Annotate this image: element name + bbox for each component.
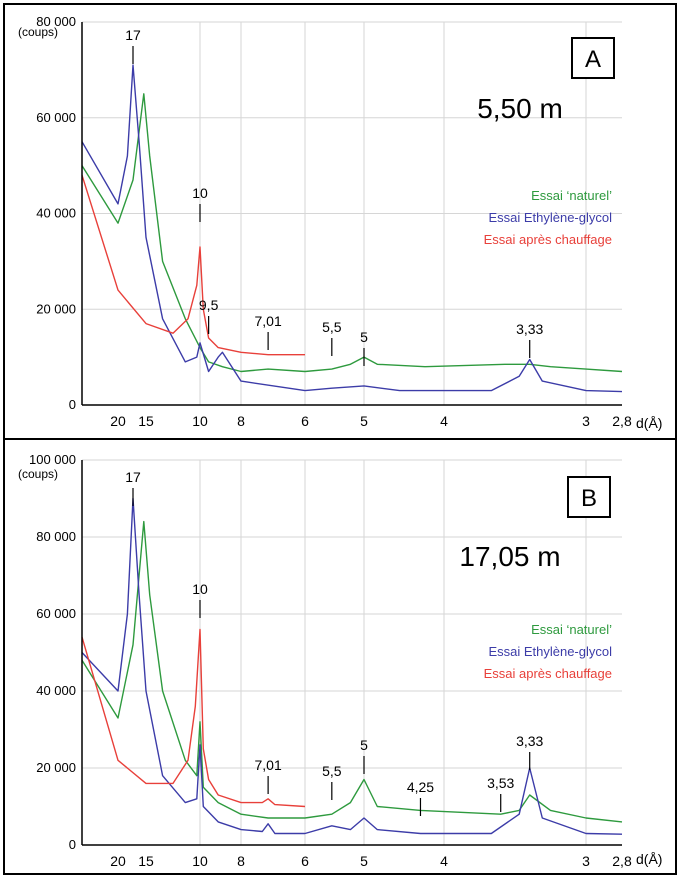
panel-a-x-tick-label: 20	[110, 413, 126, 429]
panel-b-series	[81, 497, 623, 835]
panel-a-series-heated	[81, 174, 305, 356]
panel-b-y-tick-label: 80 000	[36, 529, 76, 544]
panel-b-label-box	[567, 476, 611, 518]
panel-a-label-box	[571, 37, 615, 79]
panel-b-x-tick-label: 3	[582, 853, 590, 869]
panel-b-legend-heated: Essai après chauffage	[484, 666, 612, 681]
panel-b-series-heated	[81, 628, 306, 808]
panel-a-y-unit: (coups)	[18, 25, 58, 39]
panel-a-peak-label: 17	[125, 27, 141, 43]
panel-a-peak-label: 5	[360, 329, 368, 345]
panel-b-y-tick-label: 0	[69, 837, 76, 852]
panel-a-series-glycol	[81, 64, 623, 393]
panel-b-legend-natural: Essai ‘naturel’	[531, 622, 612, 637]
panel-b-peak-label: 3,53	[487, 775, 514, 791]
panel-b-peak-label: 4,25	[407, 779, 434, 795]
panel-a-x-tick-label: 2,8	[612, 413, 632, 429]
panel-a-grid: 0 20 000 40 000 60 000 80 000 20 15 10 8 6 5 4 3 2,8	[36, 14, 632, 429]
panel-a-series	[81, 64, 623, 393]
panel-b-peak-label: 3,33	[516, 733, 543, 749]
panel-b-x-tick-label: 20	[110, 853, 126, 869]
panel-b-x-tick-label: 10	[192, 853, 208, 869]
panel-a-x-tick-label: 8	[237, 413, 245, 429]
panel-a-peak-markers: 17 10 9,5 7,01 5,5 5 3,33	[125, 27, 544, 366]
panel-b-y-tick-label: 20 000	[36, 760, 76, 775]
panel-b-y-unit: (coups)	[18, 467, 58, 481]
panel-b-y-tick-label: 100 000	[29, 452, 76, 467]
panel-b-series-glycol	[81, 497, 623, 835]
panel-a-y-tick-label: 20 000	[36, 301, 76, 316]
panel-b-peak-label: 10	[192, 581, 208, 597]
panel-a-x-tick-label: 10	[192, 413, 208, 429]
panel-a-peak-label: 7,01	[254, 313, 281, 329]
panel-b-x-tick-label: 5	[360, 853, 368, 869]
panel-b-y-tick-label: 40 000	[36, 683, 76, 698]
panel-b-peak-label: 7,01	[254, 757, 281, 773]
panel-a-peak-label: 3,33	[516, 321, 543, 337]
panel-a-depth: 5,50 m	[477, 93, 563, 124]
panel-b-depth: 17,05 m	[459, 541, 560, 572]
panel-b-x-tick-label: 15	[138, 853, 154, 869]
panel-b-peak-markers: 17 10 7,01 5,5 5 4,25 3,53 3,33	[125, 469, 544, 816]
panel-b-x-tick-label: 6	[301, 853, 309, 869]
panel-a-x-tick-label: 4	[440, 413, 448, 429]
panel-a-x-tick-label: 5	[360, 413, 368, 429]
panel-a-legend-natural: Essai ‘naturel’	[531, 188, 612, 203]
panel-b-x-tick-label: 4	[440, 853, 448, 869]
panel-b-peak-label: 5,5	[322, 763, 342, 779]
panel-a-peak-label: 5,5	[322, 319, 342, 335]
panel-a-y-tick-label: 80 000	[36, 14, 76, 29]
panel-b: 0 20 000 40 000 60 000 80 000 100 000 20 15 10 8 6…	[18, 452, 662, 869]
panel-b-x-tick-label: 2,8	[612, 853, 632, 869]
panel-a-y-tick-label: 60 000	[36, 110, 76, 125]
panel-a-legend-glycol: Essai Ethylène-glycol	[488, 210, 612, 225]
panel-b-peak-label: 5	[360, 737, 368, 753]
panel-a-peak-label: 10	[192, 185, 208, 201]
panel-b-peak-label: 17	[125, 469, 141, 485]
panel-a-peak-label: 9,5	[199, 297, 219, 313]
panel-a-x-tick-label: 15	[138, 413, 154, 429]
panel-a-label: A	[585, 46, 601, 73]
panel-a-x-tick-label: 3	[582, 413, 590, 429]
panel-a-legend-heated: Essai après chauffage	[484, 232, 612, 247]
panel-a-y-tick-label: 0	[69, 397, 76, 412]
panel-b-series-natural	[81, 520, 623, 823]
panel-b-y-tick-label: 60 000	[36, 606, 76, 621]
panel-a-x-unit: d(Å)	[636, 415, 662, 431]
panel-b-x-tick-label: 8	[237, 853, 245, 869]
panel-b-x-unit: d(Å)	[636, 851, 662, 867]
panel-a-y-tick-label: 40 000	[36, 206, 76, 221]
panel-a-x-tick-label: 6	[301, 413, 309, 429]
panel-b-legend-glycol: Essai Ethylène-glycol	[488, 644, 612, 659]
panel-b-label: B	[581, 485, 597, 512]
panel-a-series-natural	[81, 93, 623, 373]
